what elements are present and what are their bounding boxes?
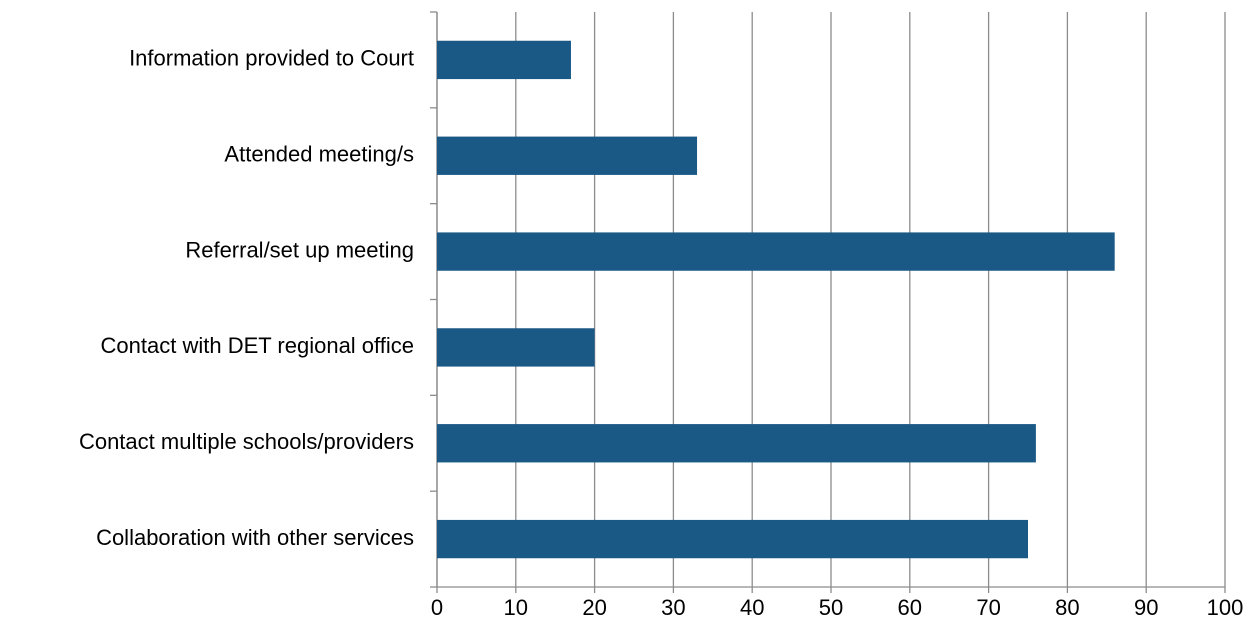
y-tick-label: Information provided to Court <box>129 46 414 71</box>
x-tick-label: 50 <box>819 595 843 620</box>
x-tick-label: 0 <box>431 595 443 620</box>
x-tick-label: 100 <box>1207 595 1244 620</box>
y-tick-label: Referral/set up meeting <box>185 237 414 262</box>
x-tick-label: 30 <box>661 595 685 620</box>
x-tick-label: 20 <box>582 595 606 620</box>
bar <box>437 328 595 367</box>
y-tick-label: Contact with DET regional office <box>101 333 414 358</box>
x-tick-label: 90 <box>1134 595 1158 620</box>
bar <box>437 519 1028 559</box>
y-tick-label: Attended meeting/s <box>224 142 414 167</box>
y-tick-label: Collaboration with other services <box>96 525 414 550</box>
x-tick-label: 70 <box>976 595 1000 620</box>
x-tick-label: 40 <box>740 595 764 620</box>
bar <box>437 232 1115 271</box>
bar <box>437 424 1036 463</box>
y-tick-label: Contact multiple schools/providers <box>79 429 414 454</box>
bar <box>437 40 571 80</box>
x-tick-label: 80 <box>1055 595 1079 620</box>
bar <box>437 136 698 175</box>
x-tick-label: 10 <box>504 595 528 620</box>
x-tick-label: 60 <box>898 595 922 620</box>
